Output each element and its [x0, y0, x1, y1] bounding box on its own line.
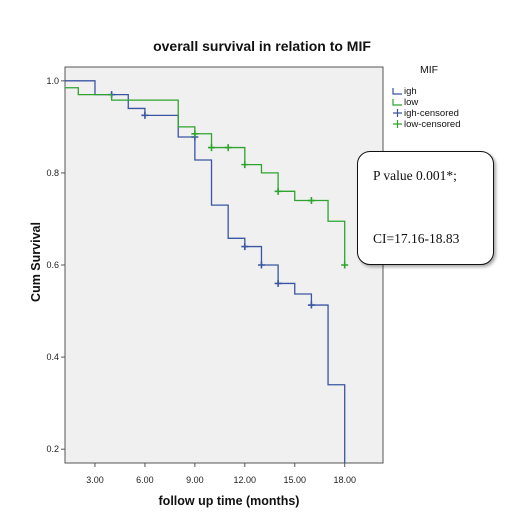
chart-title: overall survival in relation to MIF [153, 38, 371, 54]
x-axis: 3.00 6.00 9.00 12.00 15.00 18.00 [86, 463, 356, 485]
p-value-annotation-box: P value 0.001*; CI=17.16-18.83 [357, 151, 494, 265]
x-tick-label: 18.00 [333, 475, 356, 485]
y-tick-label: 0.4 [46, 352, 59, 362]
censor-mark-low [224, 144, 232, 152]
censor-mark-igh [141, 111, 149, 119]
legend-censor-swatch [393, 109, 402, 117]
x-tick-label: 12.00 [234, 475, 257, 485]
survival-curve-igh [65, 80, 346, 463]
y-axis-label: Cum Survival [29, 222, 43, 302]
survival-curve-low [65, 87, 346, 265]
legend-line-swatch [392, 88, 402, 95]
censor-mark-low [341, 261, 349, 269]
censor-mark-low [191, 130, 199, 138]
legend-label: igh [404, 86, 417, 97]
x-tick-label: 15.00 [283, 475, 306, 485]
legend-line-swatch [392, 99, 402, 106]
legend-label: low-censored [404, 119, 461, 130]
censor-mark-igh [274, 279, 282, 287]
censor-mark-low [274, 187, 282, 195]
x-tick-label: 6.00 [136, 475, 154, 485]
series-layer [65, 80, 349, 463]
y-tick-label: 1.0 [46, 76, 59, 86]
legend-title: MIF [420, 64, 438, 76]
x-tick-label: 9.00 [186, 475, 204, 485]
legend-label: igh-censored [404, 108, 459, 119]
legend-label: low [404, 97, 418, 108]
censor-mark-igh [307, 301, 315, 309]
plot-area [64, 66, 384, 464]
p-value-text: P value 0.001*; [373, 168, 457, 183]
censor-mark-low [208, 144, 216, 152]
confidence-interval-text: CI=17.16-18.83 [373, 231, 460, 246]
y-tick-label: 0.8 [46, 168, 59, 178]
x-axis-label: follow up time (months) [159, 494, 300, 508]
censor-mark-igh [241, 243, 249, 251]
censor-mark-low [241, 161, 249, 169]
censor-mark-igh [257, 261, 265, 269]
y-tick-label: 0.2 [46, 444, 59, 454]
x-tick-label: 3.00 [86, 475, 104, 485]
y-tick-label: 0.6 [46, 260, 59, 270]
y-axis: 1.0 0.8 0.6 0.4 0.2 [46, 76, 65, 454]
legend-censor-swatch [393, 120, 402, 128]
censor-mark-low [307, 197, 315, 205]
